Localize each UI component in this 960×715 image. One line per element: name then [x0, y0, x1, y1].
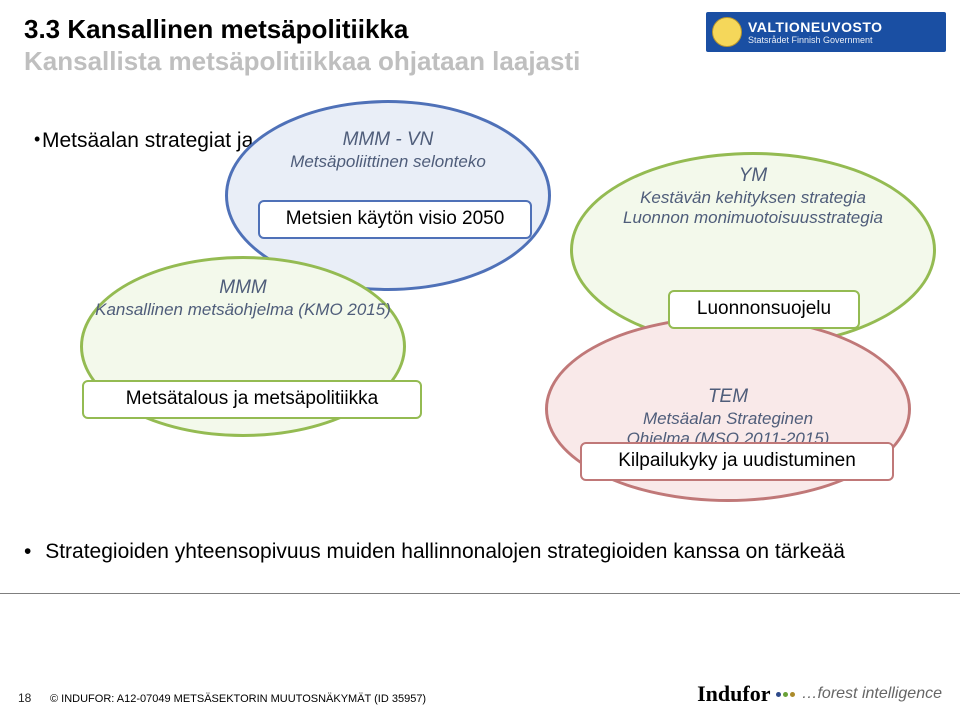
dot-icon: [790, 692, 795, 697]
ellipse-tem-sub1: Metsäalan Strateginen: [643, 409, 813, 429]
brand-tagline: …forest intelligence: [801, 685, 942, 703]
gov-logo-line2: Statsrådet Finnish Government: [748, 35, 883, 45]
brand-dots-icon: [776, 692, 795, 697]
bullet-dot-icon: •: [24, 540, 31, 563]
gov-logo: VALTIONEUVOSTO Statsrådet Finnish Govern…: [706, 12, 946, 52]
page-number: 18: [18, 691, 31, 705]
page-title: 3.3 Kansallinen metsäpolitiikka: [24, 14, 408, 45]
dot-icon: [776, 692, 781, 697]
slide: 3.3 Kansallinen metsäpolitiikka Kansalli…: [0, 0, 960, 715]
ellipse-ym-header: YM: [739, 165, 768, 188]
ellipse-mmm-vn-sub: Metsäpoliittinen selonteko: [290, 152, 486, 172]
box-tem: Kilpailukyky ja uudistuminen: [580, 442, 894, 481]
ellipse-mmm-header: MMM: [219, 277, 266, 300]
footer-copyright: © INDUFOR: A12-07049 METSÄSEKTORIN MUUTO…: [50, 693, 426, 705]
box-mmm-vn: Metsien käytön visio 2050: [258, 200, 532, 239]
conclusion-bullet: • Strategioiden yhteensopivuus muiden ha…: [24, 540, 845, 564]
box-mmm: Metsätalous ja metsäpolitiikka: [82, 380, 422, 419]
ellipse-mmm-sub: Kansallinen metsäohjelma (KMO 2015): [95, 300, 391, 320]
dot-icon: [783, 692, 788, 697]
page-subtitle: Kansallista metsäpolitiikkaa ohjataan la…: [24, 46, 580, 77]
ellipse-ym-sub1: Kestävän kehityksen strategia: [640, 188, 866, 208]
brand-name: Indufor: [697, 681, 770, 707]
gov-logo-text: VALTIONEUVOSTO Statsrådet Finnish Govern…: [748, 19, 883, 45]
conclusion-text: Strategioiden yhteensopivuus muiden hall…: [45, 540, 845, 563]
footer-divider: [0, 593, 960, 594]
gov-logo-line1: VALTIONEUVOSTO: [748, 19, 883, 35]
footer-brand: Indufor …forest intelligence: [697, 681, 942, 707]
coat-of-arms-icon: [712, 17, 742, 47]
ellipse-mmm-vn-header: MMM - VN: [343, 129, 434, 152]
box-ym: Luonnonsuojelu: [668, 290, 860, 329]
bullet-dot-icon: •: [34, 128, 40, 151]
ellipse-tem-header: TEM: [708, 386, 748, 409]
ellipse-ym-sub2: Luonnon monimuotoisuusstrategia: [623, 208, 883, 228]
